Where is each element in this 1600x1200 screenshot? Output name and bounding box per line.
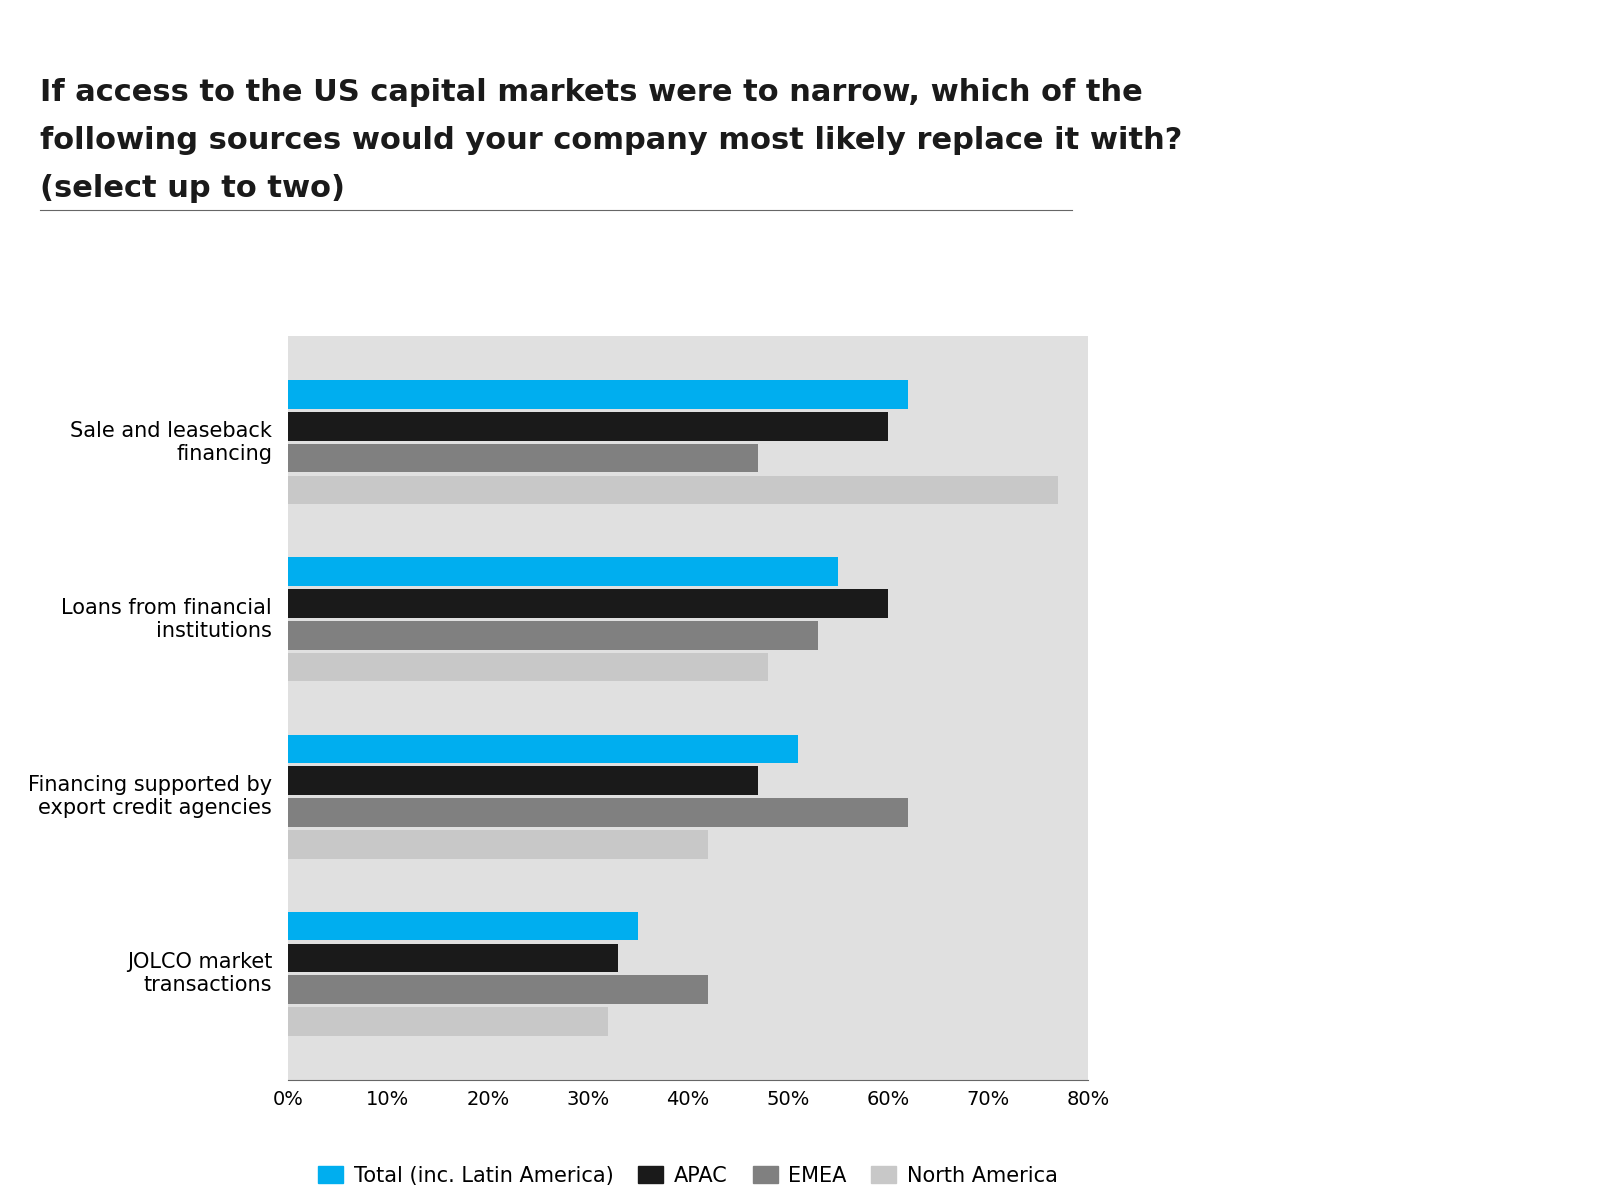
Bar [288, 476, 1058, 504]
Bar [288, 798, 909, 827]
Text: following sources would your company most likely replace it with?: following sources would your company mos… [40, 126, 1182, 155]
Bar [288, 653, 768, 682]
Bar [288, 976, 707, 1004]
Bar [288, 589, 888, 618]
Bar [288, 558, 838, 586]
Bar [288, 734, 798, 763]
Bar [288, 943, 618, 972]
Bar [288, 380, 909, 409]
Bar [288, 767, 758, 794]
Bar [288, 444, 758, 473]
Bar [288, 830, 707, 858]
Legend: Total (inc. Latin America), APAC, EMEA, North America: Total (inc. Latin America), APAC, EMEA, … [310, 1157, 1066, 1194]
Text: (select up to two): (select up to two) [40, 174, 346, 203]
Bar [288, 622, 818, 649]
Bar [288, 912, 638, 940]
Bar [288, 412, 888, 440]
Bar [288, 1007, 608, 1036]
Text: If access to the US capital markets were to narrow, which of the: If access to the US capital markets were… [40, 78, 1142, 107]
